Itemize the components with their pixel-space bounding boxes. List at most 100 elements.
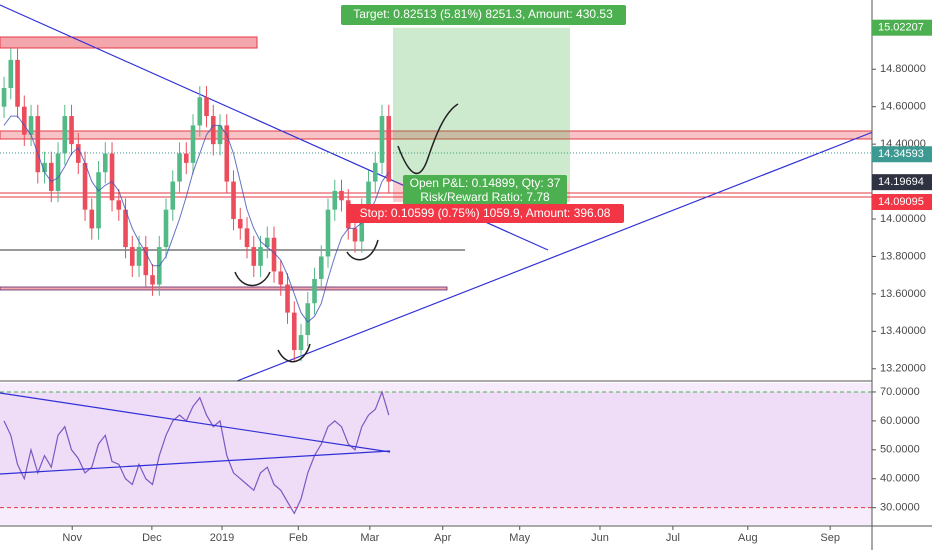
candle-body (69, 116, 74, 145)
x-tick-label: Mar (360, 532, 379, 544)
candle-body (15, 59, 20, 107)
stop-label: Stop: 0.10599 (0.75%) 1059.9, Amount: 39… (360, 206, 611, 220)
candle-body (244, 228, 250, 248)
candle-body (386, 116, 392, 182)
drawing-curve (277, 343, 311, 363)
x-tick-label: Jun (591, 532, 609, 544)
rsi-tick-label: 50.0000 (880, 444, 920, 456)
x-tick-label: Sep (820, 532, 840, 544)
candle-body (116, 200, 122, 210)
drawing-curve (397, 103, 459, 175)
drawing-curve (234, 271, 271, 287)
candle-body (210, 116, 216, 145)
candle-body (332, 190, 338, 210)
candle-body (258, 247, 263, 266)
candle-body (143, 247, 149, 276)
candle-body (55, 153, 61, 191)
price-label: 14.09095 (878, 196, 924, 208)
rsi-tick-label: 60.0000 (880, 415, 920, 427)
rsi-band (0, 391, 872, 508)
y-tick-label: 13.20000 (880, 363, 926, 375)
rsi-line (3, 390, 390, 515)
candle-body (82, 162, 88, 210)
candle-body (8, 59, 14, 88)
candle-body (109, 153, 115, 201)
pnl-label: Open P&L: 0.14899, Qty: 37 (410, 176, 561, 190)
x-tick-label: Dec (142, 532, 162, 544)
x-tick-label: Feb (289, 532, 308, 544)
stop-label-box (347, 204, 624, 223)
target-label: Target: 0.82513 (5.81%) 8251.3, Amount: … (353, 7, 613, 21)
candle-body (163, 209, 169, 248)
candle-body (150, 275, 155, 285)
candle-body (312, 278, 317, 304)
y-tick-label: 14.00000 (880, 213, 926, 225)
price-label-box (872, 174, 932, 191)
candle-body (48, 162, 54, 191)
candle-body (197, 97, 203, 126)
candle-body (190, 125, 196, 163)
y-tick-label: 13.40000 (880, 325, 926, 337)
candle-body (35, 116, 41, 173)
candle-body (318, 256, 324, 279)
candle-body (129, 247, 135, 266)
trend-line (236, 129, 879, 382)
x-tick-label: Aug (738, 532, 758, 544)
candle-body (366, 181, 371, 210)
candle-body (291, 312, 297, 351)
candle-body (62, 116, 68, 154)
x-tick-label: Nov (62, 532, 82, 544)
price-label-box (872, 146, 932, 163)
candle-body (183, 153, 189, 163)
x-tick-label: 2019 (210, 532, 234, 544)
candle-body (339, 190, 344, 201)
candle-body (298, 335, 304, 351)
candle-body (305, 303, 311, 336)
target-label-box (341, 5, 626, 25)
rsi-tick-label: 70.0000 (880, 386, 920, 398)
x-tick-label: May (509, 532, 530, 544)
candle-body (352, 228, 358, 242)
candle-body (231, 181, 236, 220)
price-label: 14.19694 (878, 176, 924, 188)
candle-body (75, 144, 81, 163)
rsi-pane (0, 383, 872, 525)
candle-body (271, 237, 277, 272)
candle-body (237, 219, 243, 229)
candle-body (123, 209, 128, 248)
target-zone (393, 27, 570, 183)
ratio-label: Risk/Reward Ratio: 7.78 (420, 190, 550, 204)
y-tick-label: 14.80000 (880, 63, 926, 75)
candle-body (42, 162, 47, 173)
candle-body (170, 181, 176, 210)
rsi-tick-label: 30.0000 (880, 502, 920, 514)
x-tick-label: Apr (434, 532, 451, 544)
candle-body (102, 153, 108, 173)
price-label-box (872, 19, 932, 36)
axes: 13.20000 13.40000 13.60000 13.80000 14.00000… (62, 19, 932, 544)
candle-body (285, 284, 290, 313)
y-tick-label: 14.60000 (880, 101, 926, 113)
candle-body (21, 106, 27, 135)
candle-body (96, 172, 101, 229)
price-label-box (872, 193, 932, 210)
candle-body (177, 153, 182, 182)
candle-body (379, 116, 385, 163)
rsi-trend-line (0, 450, 391, 475)
moving-average (3, 115, 390, 323)
candle-body (89, 209, 95, 229)
x-tick-label: Jul (666, 532, 680, 544)
candle-body (372, 162, 378, 182)
candle-body (217, 125, 223, 145)
y-tick-label: 13.80000 (880, 250, 926, 262)
rsi-trend-line (0, 392, 391, 453)
price-label: 15.02207 (878, 22, 924, 34)
candle-body (278, 271, 284, 285)
candle-body (28, 116, 34, 135)
price-label: 14.34593 (878, 148, 924, 160)
candle-body (359, 209, 365, 242)
price-axis (872, 0, 932, 550)
candle-body (136, 247, 142, 266)
horizontal-band (0, 286, 448, 291)
